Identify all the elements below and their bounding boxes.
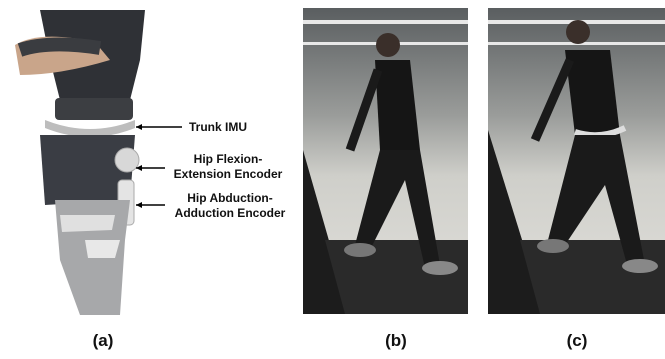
panel-caption: (b) [385, 331, 407, 350]
photo-c [488, 8, 665, 314]
annotation-arrows [136, 124, 182, 208]
panel-caption: (c) [567, 331, 588, 350]
photo-a [15, 10, 145, 315]
panel-caption: (a) [93, 331, 114, 350]
annotation-label: Adduction Encoder [175, 206, 286, 220]
photo-b [303, 8, 468, 314]
annotation-label: Hip Abduction- [187, 191, 273, 205]
figure: Trunk IMU Hip Flexion- Extension Encoder… [0, 0, 665, 354]
annotation-label: Hip Flexion- [194, 152, 263, 166]
page: Trunk IMU Hip Flexion- Extension Encoder… [0, 0, 665, 354]
annotation-label: Trunk IMU [189, 120, 247, 134]
annotation-label: Extension Encoder [174, 167, 283, 181]
